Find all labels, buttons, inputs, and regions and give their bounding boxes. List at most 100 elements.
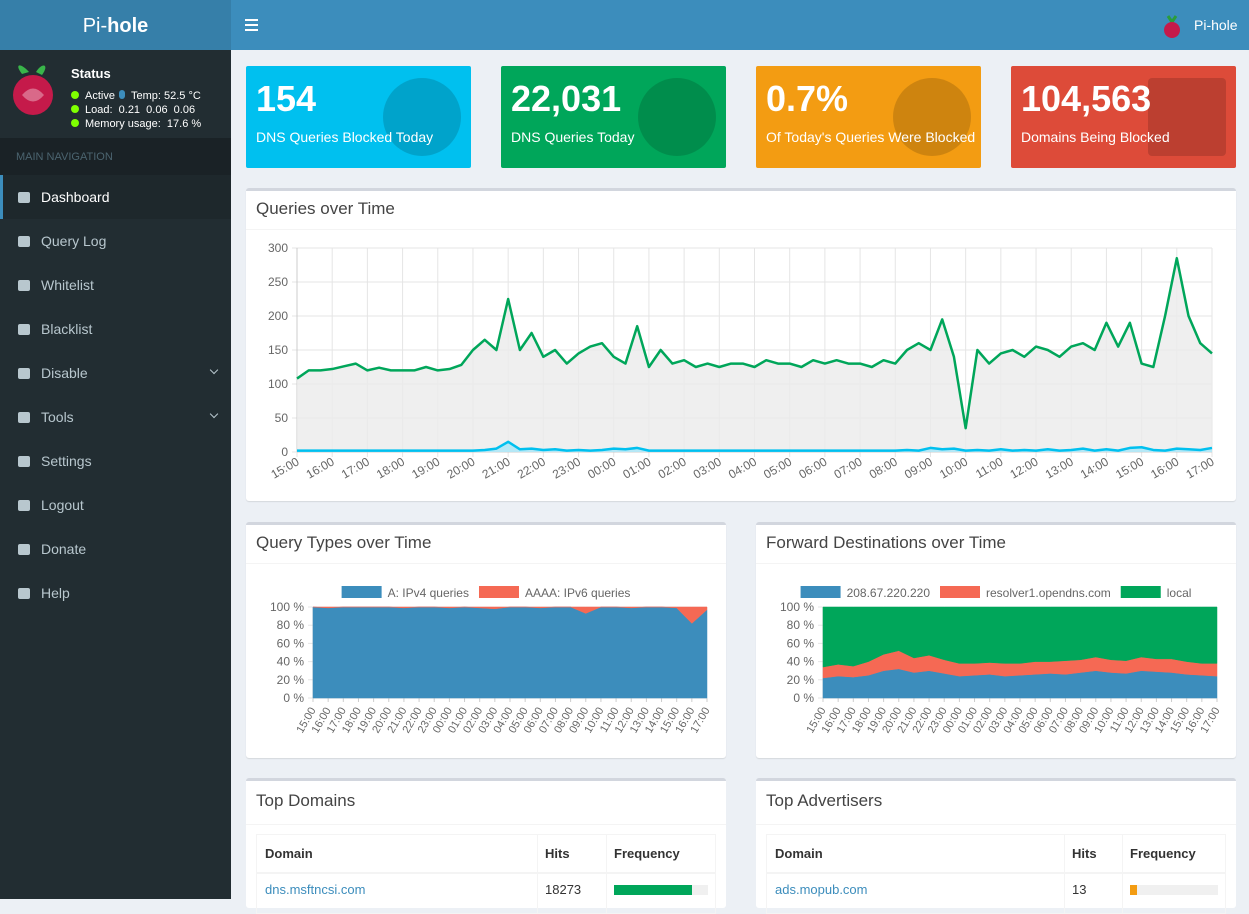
nav-label: Disable	[41, 365, 88, 381]
column-border	[1064, 835, 1065, 913]
status-dot	[71, 119, 79, 127]
user-name[interactable]: Pi-hole	[1194, 17, 1238, 33]
nav-item[interactable]: Disable	[0, 351, 231, 395]
nav-label: Donate	[41, 541, 87, 557]
status-dot	[71, 91, 79, 99]
nav-item[interactable]: Logout	[0, 483, 231, 527]
column-header: Hits	[545, 846, 570, 861]
nav-icon	[18, 456, 30, 467]
stat-icon	[893, 78, 971, 156]
queries-box: Queries over Time	[246, 188, 1236, 501]
status-item: Memory usage: 17.6 %	[71, 118, 201, 132]
domain-link[interactable]: dns.msftncsi.com	[265, 882, 366, 897]
status-text: Active	[85, 90, 115, 102]
stat-icon	[638, 78, 716, 156]
stat-icon	[1148, 78, 1226, 156]
row-border	[767, 872, 1225, 874]
status-text: Memory usage: 17.6 %	[85, 118, 202, 130]
stat-value: 154	[256, 78, 317, 119]
brand-light: Pi-	[82, 15, 108, 37]
column-header: Frequency	[1130, 846, 1196, 861]
row-border	[257, 872, 715, 874]
stat-value: 104,563	[1021, 78, 1152, 119]
column-header: Domain	[775, 846, 823, 861]
nav-icon	[18, 588, 30, 599]
stat-label: DNS Queries Blocked Today	[256, 129, 434, 145]
menu-toggle[interactable]	[245, 19, 258, 31]
status-dot	[71, 105, 79, 113]
nav-label: Logout	[41, 497, 84, 513]
nav-label: Help	[41, 585, 70, 601]
nav-icon	[18, 280, 30, 291]
user-icon	[1164, 15, 1180, 38]
divider	[246, 229, 1236, 230]
stat-box: 22,031 DNS Queries Today	[501, 66, 726, 168]
nav-icon	[18, 368, 30, 379]
nav-item[interactable]: Dashboard	[0, 175, 231, 219]
divider	[756, 824, 1236, 825]
divider	[246, 563, 726, 564]
table: Domain Hits Frequency ads.mopub.com 13	[766, 834, 1226, 914]
nav-icon	[18, 236, 30, 247]
status-item: Active	[71, 90, 115, 104]
nav-item[interactable]: Help	[0, 571, 231, 615]
nav-label: Settings	[41, 453, 92, 469]
nav-label: Tools	[41, 409, 74, 425]
nav-icon	[18, 324, 30, 335]
chevron	[209, 365, 219, 375]
table-box: Top Domains Domain Hits Frequency dns.msftnc…	[246, 778, 726, 914]
stat-icon	[383, 78, 461, 156]
nav-label: Dashboard	[41, 189, 110, 205]
box-title: Forward Destinations over Time	[766, 533, 1006, 552]
nav-item[interactable]: Query Log	[0, 219, 231, 263]
stat-box: 104,563 Domains Being Blocked	[1011, 66, 1236, 168]
progress-bar	[614, 885, 693, 895]
progress	[1130, 885, 1218, 895]
stat-label: DNS Queries Today	[511, 129, 635, 145]
stat-value: 0.7%	[766, 78, 849, 119]
column-header: Frequency	[614, 846, 680, 861]
nav-icon	[18, 544, 30, 555]
nav-icon	[18, 412, 30, 423]
top-bar: Pi-hole	[231, 0, 1249, 50]
divider	[756, 563, 1236, 564]
table-box: Top Advertisers Domain Hits Frequency ads.mo…	[756, 778, 1236, 914]
status-text: Load: 0.21 0.06 0.06	[85, 104, 196, 116]
nav-label: Whitelist	[41, 277, 94, 293]
nav-item[interactable]: Tools	[0, 395, 231, 439]
chevron	[209, 409, 219, 419]
status-text: Temp: 52.5 °C	[131, 90, 201, 102]
pihole-logo	[13, 65, 53, 115]
temp-icon	[119, 90, 125, 99]
stat-label: Of Today's Queries Were Blocked	[766, 129, 976, 145]
box-title: Query Types over Time	[256, 533, 432, 552]
box-title: Queries over Time	[256, 199, 395, 218]
status-item: Load: 0.21 0.06 0.06	[71, 104, 195, 118]
divider	[246, 824, 726, 825]
status-title: Status	[71, 66, 111, 81]
nav: Dashboard Query Log Whitelist Blacklist Disa…	[0, 175, 231, 615]
stat-box: 0.7% Of Today's Queries Were Blocked	[756, 66, 981, 168]
types-box: Query Types over Time	[246, 522, 726, 758]
progress-bar	[1130, 885, 1138, 895]
stat-label: Domains Being Blocked	[1021, 129, 1170, 145]
logo[interactable]: Pi-hole	[0, 0, 231, 50]
table: Domain Hits Frequency dns.msftncsi.com 18273	[256, 834, 716, 914]
section-header: MAIN NAVIGATION	[0, 138, 231, 175]
nav-item[interactable]: Donate	[0, 527, 231, 571]
nav-item[interactable]: Blacklist	[0, 307, 231, 351]
box-title: Top Advertisers	[766, 791, 883, 810]
column-border	[606, 835, 607, 913]
nav-item[interactable]: Settings	[0, 439, 231, 483]
box-title: Top Domains	[256, 791, 356, 810]
stat-box: 154 DNS Queries Blocked Today	[246, 66, 471, 168]
domain-link[interactable]: ads.mopub.com	[775, 882, 868, 897]
nav-item[interactable]: Whitelist	[0, 263, 231, 307]
column-border	[1122, 835, 1123, 913]
hits: 13	[1072, 882, 1087, 897]
status-list: Active Temp: 52.5 °C Load: 0.21 0.06 0.06 M…	[71, 90, 221, 132]
column-header: Domain	[265, 846, 313, 861]
nav-label: Blacklist	[41, 321, 93, 337]
brand-bold: hole	[107, 15, 149, 37]
